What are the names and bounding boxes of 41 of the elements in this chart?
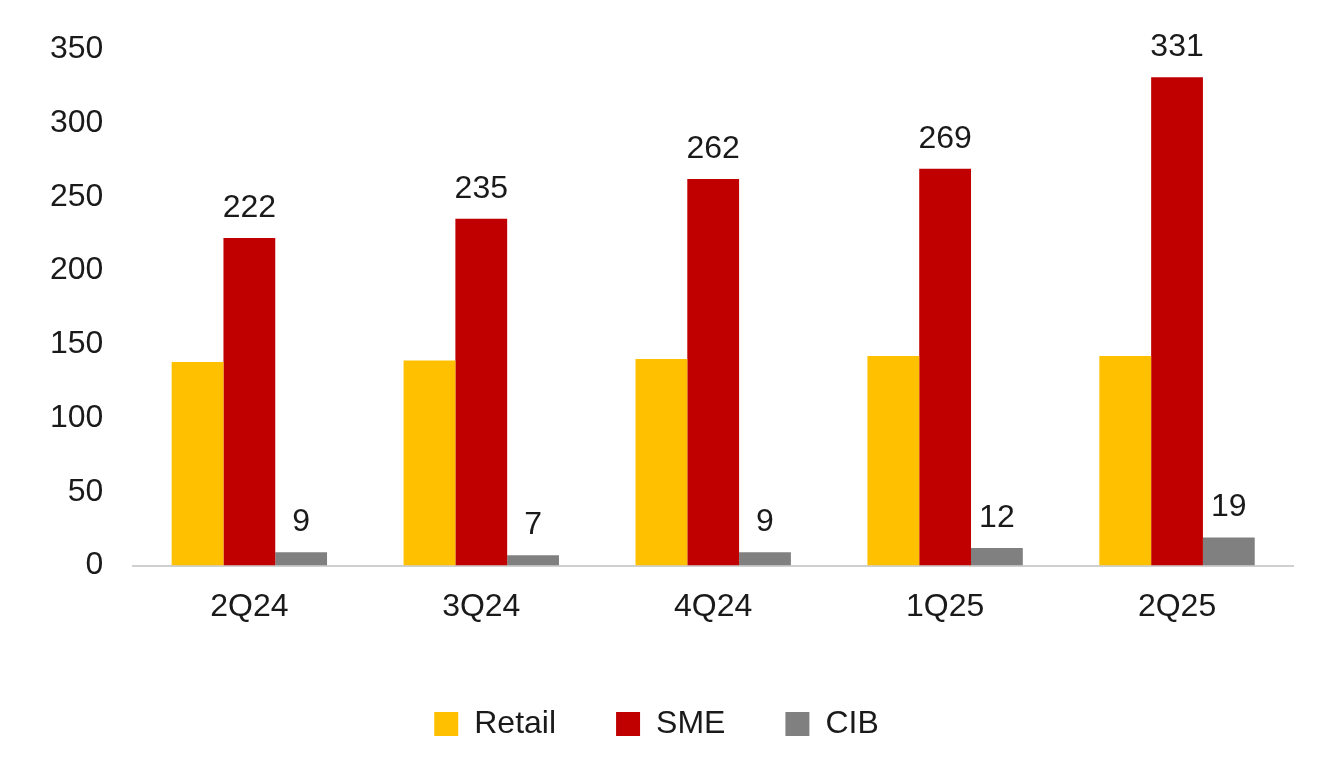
bar	[1202, 537, 1255, 566]
data-label: 269	[918, 118, 972, 155]
y-tick-label: 250	[50, 176, 104, 213]
bar	[171, 361, 224, 566]
bar	[739, 552, 791, 566]
bar	[867, 356, 920, 566]
bar	[275, 552, 328, 566]
data-label: 9	[756, 502, 774, 539]
x-tick-label: 2Q24	[210, 586, 289, 623]
y-tick-label: 200	[50, 250, 104, 287]
data-label: 7	[524, 505, 542, 542]
bar	[223, 238, 276, 566]
data-label: 12	[979, 497, 1015, 534]
bar	[455, 218, 508, 566]
data-label: 222	[222, 187, 277, 224]
y-tick-label: 150	[50, 324, 104, 361]
x-tick-label: 1Q25	[905, 586, 985, 623]
bar	[507, 555, 559, 566]
bar	[1099, 356, 1152, 566]
data-label: 19	[1211, 487, 1247, 524]
data-label: 235	[454, 168, 508, 205]
legend-label: Retail	[474, 703, 557, 740]
bar	[635, 359, 688, 566]
y-tick-label: 100	[50, 397, 104, 434]
y-tick-label: 300	[50, 102, 104, 139]
bar	[971, 547, 1023, 566]
y-tick-label: 350	[50, 29, 104, 66]
x-tick-label: 3Q24	[442, 586, 521, 623]
data-label: 331	[1150, 27, 1204, 64]
data-label: 262	[686, 128, 740, 165]
bar	[919, 168, 972, 566]
y-tick-label: 50	[67, 471, 104, 508]
bar	[403, 360, 456, 566]
legend-label: SME	[656, 703, 726, 740]
legend-label: CIB	[825, 703, 879, 740]
data-label: 9	[292, 502, 311, 539]
x-tick-label: 2Q25	[1137, 586, 1217, 623]
bar	[687, 179, 740, 566]
x-tick-label: 4Q24	[674, 586, 753, 623]
y-tick-label: 0	[85, 545, 104, 582]
bar	[1151, 77, 1203, 566]
